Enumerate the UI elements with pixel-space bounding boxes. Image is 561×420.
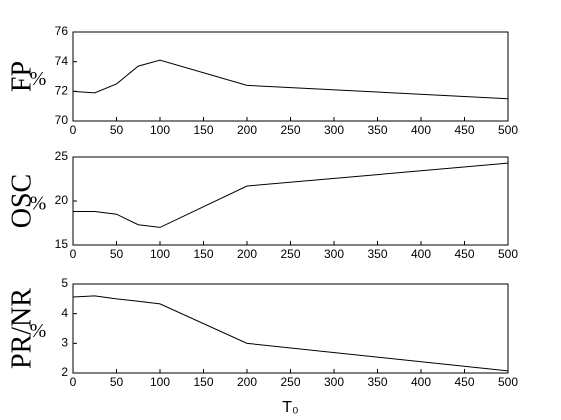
x-tick-label: 100 bbox=[150, 123, 170, 137]
x-tick-label: 350 bbox=[367, 375, 387, 389]
x-tick-label: 150 bbox=[193, 247, 213, 261]
x-tick-label: 250 bbox=[280, 247, 300, 261]
x-tick-label: 350 bbox=[367, 247, 387, 261]
y-axis-unit: % bbox=[30, 68, 47, 90]
x-tick-label: 250 bbox=[280, 123, 300, 137]
x-tick-label: 400 bbox=[411, 375, 431, 389]
y-tick-label: 76 bbox=[55, 24, 69, 38]
y-tick-label: 70 bbox=[55, 113, 69, 127]
x-tick-label: 150 bbox=[193, 375, 213, 389]
y-tick-label: 25 bbox=[55, 149, 69, 163]
x-tick-label: 400 bbox=[411, 123, 431, 137]
plot-frame bbox=[72, 156, 509, 246]
x-tick-label: 350 bbox=[367, 123, 387, 137]
y-axis-label: PR/NR bbox=[6, 288, 37, 369]
y-tick-label: 2 bbox=[61, 365, 68, 379]
x-tick-label: 450 bbox=[454, 375, 474, 389]
data-line bbox=[72, 295, 509, 372]
y-axis-label: OSC bbox=[6, 174, 37, 228]
data-line bbox=[72, 59, 509, 100]
y-axis-label: FP bbox=[6, 61, 37, 92]
x-tick-label: 400 bbox=[411, 247, 431, 261]
x-tick-label: 50 bbox=[110, 247, 124, 261]
x-tick-label: 200 bbox=[237, 123, 257, 137]
y-tick-label: 5 bbox=[61, 276, 68, 290]
y-tick-label: 72 bbox=[55, 84, 69, 98]
y-tick-label: 4 bbox=[61, 306, 68, 320]
x-tick-label: 450 bbox=[454, 247, 474, 261]
plot-frame bbox=[72, 31, 509, 122]
x-tick-label: 450 bbox=[454, 123, 474, 137]
x-tick-label: 0 bbox=[70, 375, 77, 389]
y-axis-unit: % bbox=[30, 320, 47, 342]
x-tick-label: 150 bbox=[193, 123, 213, 137]
y-tick-label: 20 bbox=[55, 193, 69, 207]
data-line bbox=[73, 162, 509, 228]
x-tick-label: 0 bbox=[70, 247, 77, 261]
x-tick-label: 50 bbox=[110, 375, 124, 389]
plot-frame bbox=[72, 283, 509, 374]
x-tick-label: 500 bbox=[498, 123, 518, 137]
x-tick-label: 100 bbox=[150, 247, 170, 261]
y-axis-unit: % bbox=[30, 193, 47, 215]
x-tick-label: 300 bbox=[324, 247, 344, 261]
x-tick-label: 500 bbox=[498, 247, 518, 261]
x-axis-label: T₀ bbox=[282, 399, 298, 416]
y-tick-label: 15 bbox=[55, 237, 69, 251]
x-tick-label: 100 bbox=[150, 375, 170, 389]
x-tick-label: 250 bbox=[280, 375, 300, 389]
x-tick-label: 0 bbox=[70, 123, 77, 137]
x-tick-label: 500 bbox=[498, 375, 518, 389]
x-tick-label: 50 bbox=[110, 123, 124, 137]
x-tick-label: 200 bbox=[237, 375, 257, 389]
x-tick-label: 300 bbox=[324, 375, 344, 389]
y-tick-label: 74 bbox=[55, 54, 69, 68]
x-tick-label: 300 bbox=[324, 123, 344, 137]
x-tick-label: 200 bbox=[237, 247, 257, 261]
y-tick-label: 3 bbox=[61, 336, 68, 350]
